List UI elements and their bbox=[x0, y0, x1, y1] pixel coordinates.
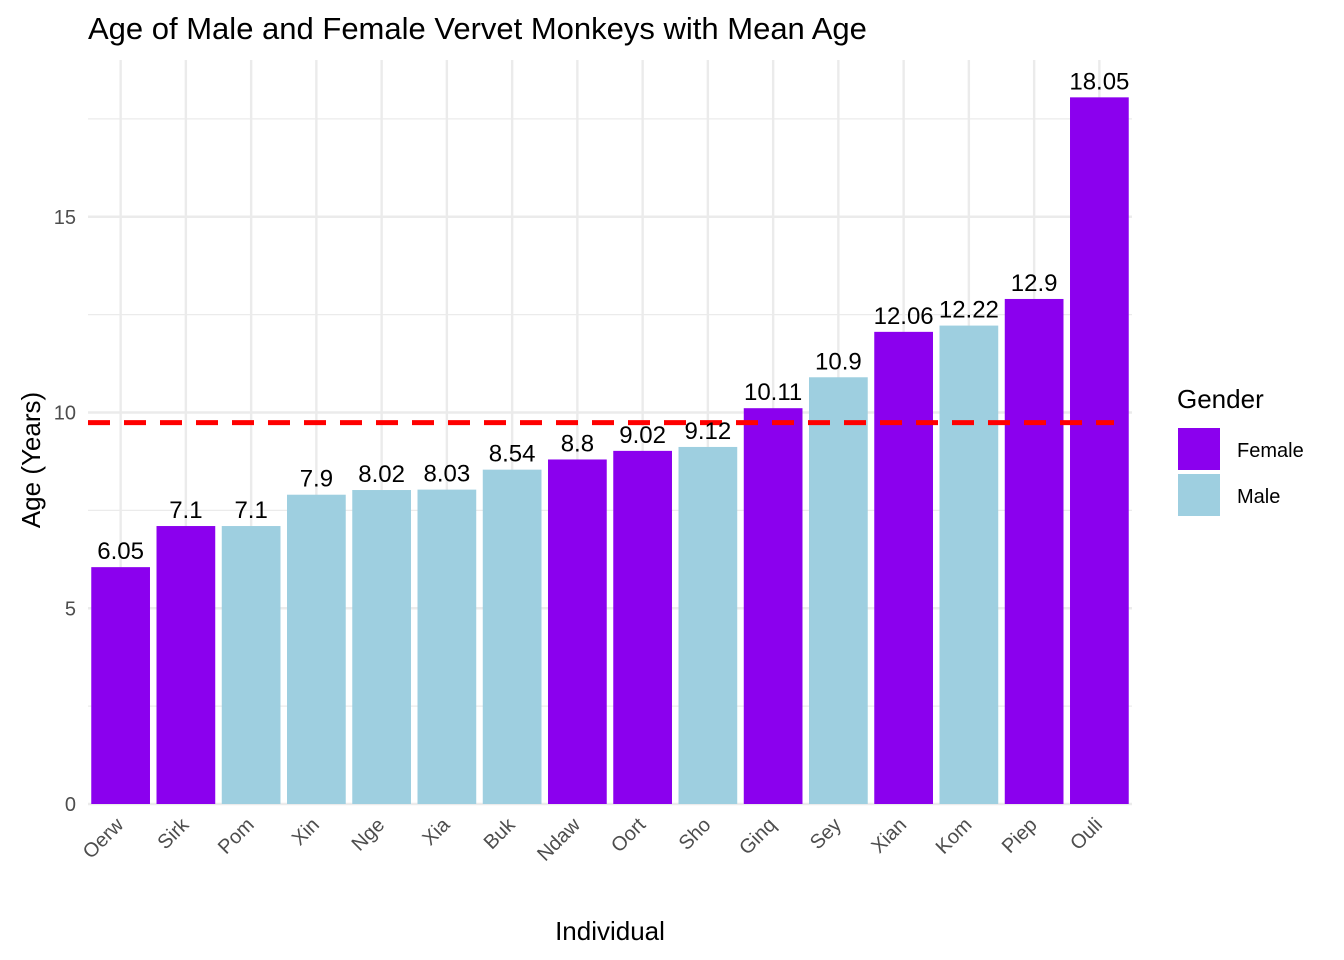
bar-pom bbox=[221, 526, 281, 804]
y-tick-label: 5 bbox=[65, 598, 76, 620]
x-tick-label-xin: Xin bbox=[288, 814, 324, 850]
bar-ouli bbox=[1070, 97, 1129, 804]
legend: Gender Female Male bbox=[1177, 384, 1304, 516]
x-axis-ticks: Oerw Sirk Pom Xin Nge Xia Buk Ndaw Oort Sho Ginq Se… bbox=[79, 813, 1107, 865]
bar-nge bbox=[352, 490, 411, 804]
x-tick-label-kom: Kom bbox=[932, 814, 977, 859]
value-label-sey: 10.9 bbox=[815, 348, 862, 375]
value-label-buk: 8.54 bbox=[489, 441, 536, 468]
value-label-sirk: 7.1 bbox=[169, 497, 202, 524]
bar-ginq bbox=[743, 408, 803, 804]
value-label-ginq: 10.11 bbox=[744, 379, 802, 406]
x-axis-title: Individual bbox=[555, 916, 665, 946]
bars bbox=[91, 97, 1129, 804]
x-tick-label-ginq: Ginq bbox=[735, 814, 780, 859]
value-label-xian: 12.06 bbox=[874, 303, 934, 330]
x-tick-label-ouli: Ouli bbox=[1066, 814, 1107, 855]
y-axis-ticks: 0 5 10 15 bbox=[54, 207, 76, 816]
bar-sirk bbox=[156, 526, 216, 804]
value-label-xia: 8.03 bbox=[424, 461, 471, 488]
y-axis-title: Age (Years) bbox=[16, 392, 46, 528]
bar-buk bbox=[482, 469, 542, 804]
data-labels: 6.05 7.1 7.1 7.9 8.02 8.03 8.54 8.8 9.02 9.12 10.1… bbox=[97, 68, 1129, 565]
x-tick-label-nge: Nge bbox=[348, 814, 390, 856]
x-tick-label-pom: Pom bbox=[214, 814, 259, 859]
value-label-sho: 9.12 bbox=[685, 418, 732, 445]
y-tick-label: 10 bbox=[54, 403, 76, 425]
legend-title: Gender bbox=[1177, 384, 1264, 414]
value-label-ndaw: 8.8 bbox=[561, 430, 594, 457]
bar-sho bbox=[678, 446, 738, 804]
x-tick-label-xian: Xian bbox=[867, 814, 911, 858]
legend-swatch-male bbox=[1178, 474, 1220, 516]
x-tick-label-xia: Xia bbox=[418, 813, 455, 850]
y-tick-label: 15 bbox=[54, 207, 76, 229]
bar-ndaw bbox=[548, 459, 607, 804]
value-label-pom: 7.1 bbox=[234, 497, 267, 524]
x-tick-label-sirk: Sirk bbox=[153, 813, 194, 854]
x-tick-label-piep: Piep bbox=[998, 814, 1042, 858]
value-label-kom: 12.22 bbox=[939, 297, 999, 324]
bar-oort bbox=[613, 450, 672, 804]
bar-kom bbox=[939, 325, 999, 804]
bar-xian bbox=[874, 331, 933, 804]
value-label-piep: 12.9 bbox=[1011, 270, 1058, 297]
chart-title: Age of Male and Female Vervet Monkeys wi… bbox=[88, 11, 867, 46]
bar-oerw bbox=[91, 567, 150, 804]
bar-xia bbox=[417, 489, 477, 804]
bar-xin bbox=[287, 494, 346, 804]
x-tick-label-buk: Buk bbox=[480, 813, 521, 854]
legend-label-female: Female bbox=[1237, 440, 1304, 462]
x-tick-label-sey: Sey bbox=[806, 814, 846, 854]
legend-label-male: Male bbox=[1237, 486, 1280, 508]
y-tick-label: 0 bbox=[65, 794, 76, 816]
x-tick-label-oort: Oort bbox=[607, 814, 650, 857]
value-label-xin: 7.9 bbox=[300, 466, 333, 493]
x-tick-label-sho: Sho bbox=[675, 814, 716, 855]
x-tick-label-ndaw: Ndaw bbox=[533, 814, 585, 866]
value-label-oort: 9.02 bbox=[619, 422, 666, 449]
bar-piep bbox=[1004, 298, 1064, 804]
legend-swatch-female bbox=[1178, 428, 1220, 470]
value-label-ouli: 18.05 bbox=[1069, 68, 1129, 95]
value-label-oerw: 6.05 bbox=[97, 538, 144, 565]
value-label-nge: 8.02 bbox=[358, 461, 405, 488]
x-tick-label-oerw: Oerw bbox=[79, 814, 129, 864]
bar-sey bbox=[809, 377, 868, 804]
